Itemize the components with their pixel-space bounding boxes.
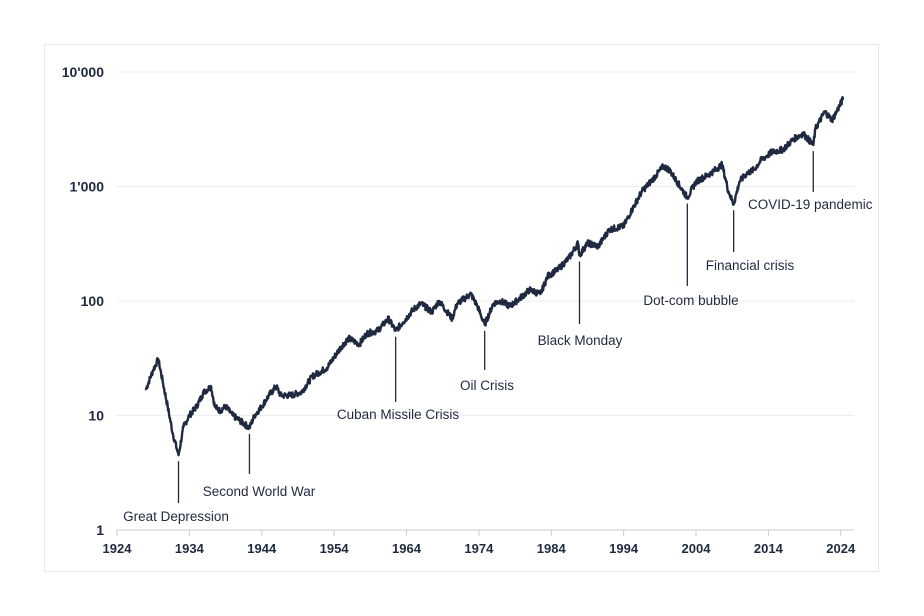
y-tick-label: 1 bbox=[96, 522, 104, 538]
x-tick-label: 2004 bbox=[682, 541, 712, 556]
annotation-label: Dot-com bubble bbox=[643, 293, 738, 308]
annotation-label: Cuban Missile Crisis bbox=[337, 407, 460, 422]
annotation-label: Black Monday bbox=[538, 333, 623, 348]
y-tick-label: 10'000 bbox=[62, 64, 104, 80]
annotation-label: Second World War bbox=[203, 484, 316, 499]
annotation-label: Oil Crisis bbox=[460, 378, 514, 393]
gridlines bbox=[117, 71, 854, 416]
x-tick-label: 2014 bbox=[754, 541, 784, 556]
annotation-label: Financial crisis bbox=[706, 258, 795, 273]
x-tick-label: 1994 bbox=[609, 541, 639, 556]
y-tick-label: 10 bbox=[88, 408, 104, 424]
x-tick-label: 1954 bbox=[320, 541, 350, 556]
y-tick-label: 1'000 bbox=[70, 179, 105, 195]
x-tick-label: 1964 bbox=[392, 541, 422, 556]
x-tick-label: 1984 bbox=[537, 541, 567, 556]
x-tick-label: 2024 bbox=[826, 541, 856, 556]
annotation-label: Great Depression bbox=[123, 509, 229, 524]
y-tick-label: 100 bbox=[81, 293, 105, 309]
x-tick-label: 1944 bbox=[247, 541, 277, 556]
annotations: Great Depression Second World War Cuban Mi… bbox=[123, 151, 873, 524]
series-line-index bbox=[144, 96, 845, 457]
annotation-label: COVID-19 pandemic bbox=[748, 197, 873, 212]
x-tick-label: 1934 bbox=[175, 541, 205, 556]
series-layer bbox=[144, 96, 845, 457]
x-tick-label: 1974 bbox=[464, 541, 494, 556]
chart-frame bbox=[44, 44, 879, 572]
axes: 1 10 100 1'000 10'000 1924 1934 1944 1954 1964 197… bbox=[62, 64, 856, 556]
x-tick-label: 1924 bbox=[103, 541, 133, 556]
